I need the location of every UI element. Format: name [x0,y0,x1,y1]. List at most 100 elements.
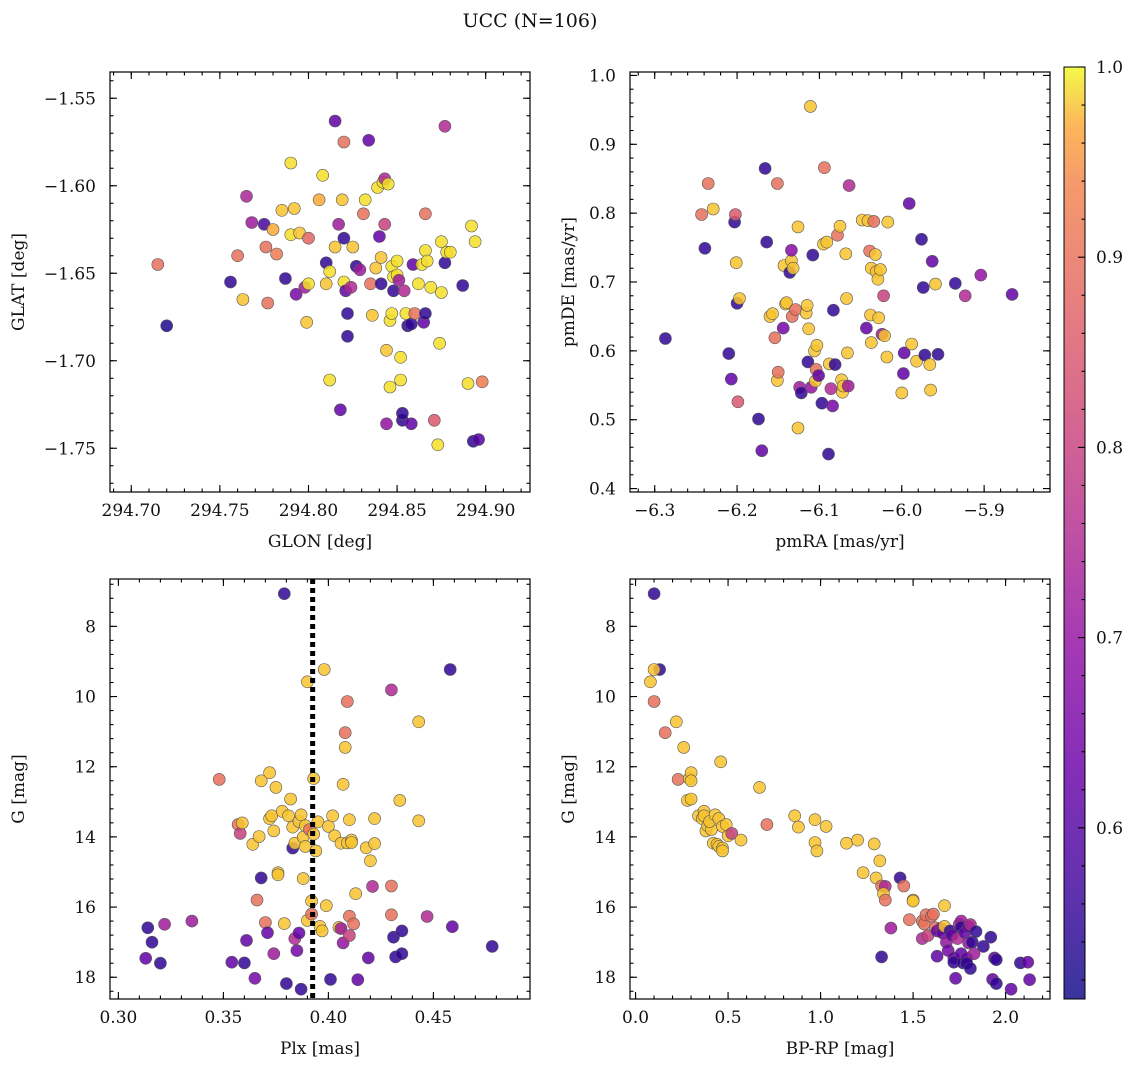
data-point [925,254,939,268]
data-point [326,809,339,823]
data-point [349,887,363,901]
x-tick-label: 294.85 [367,501,426,521]
data-point [647,663,661,676]
data-point [294,808,308,822]
data-point [958,289,972,303]
data-point [810,338,824,352]
data-point [185,914,199,928]
data-point [364,277,377,291]
data-point [374,251,388,264]
data-point [424,280,438,294]
data-point [395,947,409,961]
data-point [840,836,853,850]
data-point [677,741,691,754]
data-point [433,336,446,350]
data-point [815,396,829,410]
data-point [780,296,793,310]
data-point [412,715,426,729]
data-point [238,956,251,970]
data-point [154,956,167,970]
data-point [684,792,698,806]
data-point [353,263,367,277]
data-point [240,934,253,947]
data-point [250,893,264,907]
data-point [395,924,409,938]
data-point [786,261,800,275]
x-tick-label: 294.90 [456,501,515,521]
data-point [1005,288,1019,301]
data-point [804,100,817,113]
y-tick-label: −1.60 [44,177,96,197]
data-point [766,307,779,321]
data-point [752,412,765,426]
x-axis-label: Plx [mas] [280,1039,360,1059]
y-tick-label: 16 [74,898,96,918]
data-point [261,926,274,940]
data-point [869,248,882,261]
data-point [240,190,253,203]
y-tick-label: 0.8 [589,204,616,224]
data-point [337,135,351,149]
data-point [485,940,499,953]
colorbar-tick-label: 0.9 [1096,248,1123,268]
data-point [427,413,441,427]
x-tick-label: 294.75 [190,501,249,521]
data-point [647,587,661,601]
data-point [151,258,165,271]
data-point [362,134,376,147]
data-point [760,818,774,831]
data-point [396,406,409,420]
data-point [392,273,406,287]
data-point [412,277,425,291]
y-tick-label: −1.75 [44,439,96,459]
data-point [254,774,268,788]
data-point [927,907,940,921]
data-point [906,894,920,908]
data-point [802,322,816,336]
data-point [929,277,942,291]
data-point [248,971,262,985]
data-point [669,715,683,729]
data-point [261,296,275,310]
x-tick-label: −6.1 [799,501,840,521]
y-tick-label: −1.65 [44,264,96,284]
y-tick-label: 0.5 [589,411,616,431]
data-point [341,307,354,320]
x-tick-label: 294.80 [279,501,338,521]
data-point [419,244,432,257]
axes-frame [629,71,1051,493]
data-point [277,587,291,601]
data-point [346,240,360,254]
data-point [658,726,672,740]
data-point [902,197,916,210]
data-point [408,307,422,320]
colorbar: 0.6 0.7 0.8 0.9 1.0 [1063,58,1123,1000]
y-tick-label: 0.9 [589,135,616,155]
y-tick-label: 10 [74,688,96,708]
y-tick-label: 10 [594,688,616,708]
data-point [443,245,457,259]
data-point [277,917,291,930]
data-point [461,377,475,390]
data-point [369,261,383,275]
data-point [472,433,485,446]
data-point [851,833,864,847]
data-point [840,292,853,305]
x-tick-label: −6.0 [881,501,922,521]
data-point [236,816,249,830]
data-point [275,204,289,217]
data-point [897,879,911,893]
figure-title: UCC (N=106) [463,10,598,32]
axes-frame [109,578,531,1000]
data-point [412,814,426,828]
data-point [753,781,766,794]
x-tick-label: −6.2 [716,501,757,521]
data-point [875,950,888,964]
data-point [380,343,393,357]
data-point [368,812,381,825]
data-point [878,893,892,907]
data-point [298,840,312,853]
data-point [366,880,379,893]
data-point [296,872,310,885]
data-point [337,231,351,245]
